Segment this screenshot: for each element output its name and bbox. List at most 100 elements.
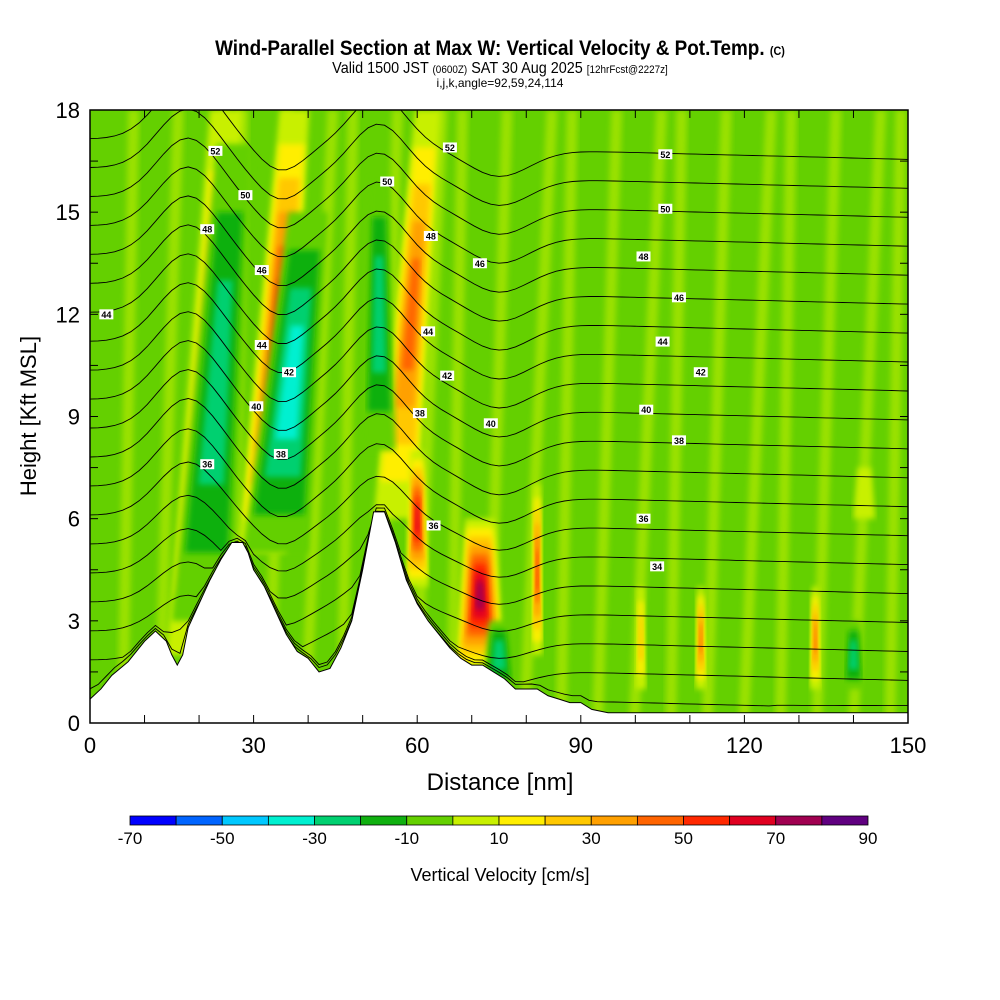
x-tick-label: 120: [726, 733, 763, 758]
contour-label-bg: [671, 435, 686, 446]
contour-label-bg: [208, 145, 223, 156]
y-tick-label: 9: [68, 405, 80, 430]
theta-contour-line: [90, 340, 908, 438]
contour-labels: 44 52 50 48 46 44 42 40 38 36 52 50 48 46 44 42 38 40 36 52…: [99, 142, 708, 572]
colorbar-swatch: [406, 815, 454, 826]
colorbar: -70 -50 -30 -10 10 30 50 70 90: [118, 815, 877, 848]
x-tick-label: 0: [84, 733, 96, 758]
contour-label-bg: [655, 336, 670, 347]
velocity-cell: [401, 258, 420, 371]
contour-label: 38: [276, 449, 286, 459]
contour-label-bg: [380, 176, 395, 187]
chart-subtitle: Valid 1500 JST (0600Z) SAT 30 Aug 2025 […: [50, 60, 950, 78]
y-tick-label: 6: [68, 507, 80, 532]
velocity-cell: [535, 550, 539, 590]
contour-label-bg: [440, 370, 455, 381]
contour-label: 52: [210, 146, 220, 156]
colorbar-swatch: [360, 815, 408, 826]
weak-updraft-streak: [628, 110, 667, 723]
colorbar-label: Vertical Velocity [cm/s]: [410, 865, 589, 885]
contour-label-bg: [639, 404, 654, 415]
velocity-cell: [198, 280, 233, 485]
weak-updraft-streak: [336, 110, 359, 723]
y-tick-label: 0: [68, 711, 80, 736]
contour-label-bg: [472, 258, 487, 269]
weak-updraft-streak: [555, 110, 578, 723]
x-tick-label: 60: [405, 733, 429, 758]
x-tick-label: 90: [569, 733, 593, 758]
contour-label-bg: [658, 203, 673, 214]
valid-time: Valid 1500 JST: [332, 60, 429, 77]
contour-label: 46: [257, 266, 267, 276]
contour-label-bg: [442, 142, 457, 153]
colorbar-swatch: [267, 815, 315, 826]
contour-label: 40: [486, 419, 496, 429]
colorbar-tick-label: 10: [490, 829, 509, 848]
velocity-cell: [491, 640, 507, 670]
velocity-cell: [415, 505, 420, 533]
contour-label-bg: [99, 309, 114, 320]
contour-label: 36: [639, 514, 649, 524]
contour-label: 44: [423, 327, 433, 337]
colorbar-swatch: [683, 815, 731, 826]
contour-label: 36: [202, 460, 212, 470]
contour-label-bg: [238, 190, 253, 201]
contour-label-bg: [423, 231, 438, 242]
contour-label: 52: [445, 143, 455, 153]
colorbar-swatch: [175, 815, 223, 826]
theta-contour-line: [90, 398, 908, 496]
velocity-cell: [699, 623, 703, 652]
theta-contour-line: [90, 311, 908, 409]
contour-label-bg: [483, 418, 498, 429]
contour-label: 48: [202, 225, 212, 235]
theta-contour-line: [90, 195, 908, 293]
colorbar-tick-label: 50: [674, 829, 693, 848]
contour-label: 44: [101, 310, 111, 320]
colorbar-swatch: [129, 815, 177, 826]
x-tick-label: 150: [890, 733, 927, 758]
contour-label-bg: [412, 408, 427, 419]
contour-label: 46: [674, 293, 684, 303]
contour-label-bg: [426, 520, 441, 531]
colorbar-tick-label: -10: [394, 829, 419, 848]
contour-label: 38: [415, 409, 425, 419]
colorbar-swatch: [221, 815, 269, 826]
colorbar-tick-label: -50: [210, 829, 235, 848]
velocity-cell: [372, 255, 387, 373]
contour-label-bg: [636, 513, 651, 524]
contour-label: 42: [442, 371, 452, 381]
theta-contour-line: [90, 224, 908, 322]
contour-label-bg: [421, 326, 436, 337]
weak-updraft-streak: [299, 110, 339, 723]
contour-label: 34: [652, 562, 662, 572]
theta-contour-line: [90, 110, 908, 206]
copyright-mark: (C): [769, 44, 785, 58]
theta-contour-line: [90, 166, 908, 264]
contour-label: 50: [240, 191, 250, 201]
colorbar-swatch: [452, 815, 500, 826]
y-tick-label: 18: [56, 98, 80, 123]
contour-label: 42: [284, 368, 294, 378]
theta-contour-line: [90, 110, 908, 177]
colorbar-swatch: [821, 815, 869, 826]
contour-label: 50: [660, 204, 670, 214]
contour-label-bg: [254, 339, 269, 350]
contour-label-bg: [636, 251, 651, 262]
x-axis-label: Distance [nm]: [427, 769, 574, 796]
contour-label: 36: [429, 521, 439, 531]
contour-label: 40: [641, 405, 651, 415]
weak-updraft-streak: [811, 110, 842, 723]
theta-contour-line: [90, 253, 908, 351]
contour-label: 52: [660, 150, 670, 160]
contour-label-bg: [658, 149, 673, 160]
terrain: [89, 511, 909, 724]
weak-updraft-streak: [665, 110, 688, 723]
contour-label: 44: [658, 337, 668, 347]
velocity-cell: [475, 581, 485, 609]
contour-label-bg: [200, 224, 215, 235]
weak-updraft-streak: [592, 110, 623, 723]
theta-contour-line: [90, 428, 908, 524]
colorbar-tick-label: -30: [302, 829, 327, 848]
